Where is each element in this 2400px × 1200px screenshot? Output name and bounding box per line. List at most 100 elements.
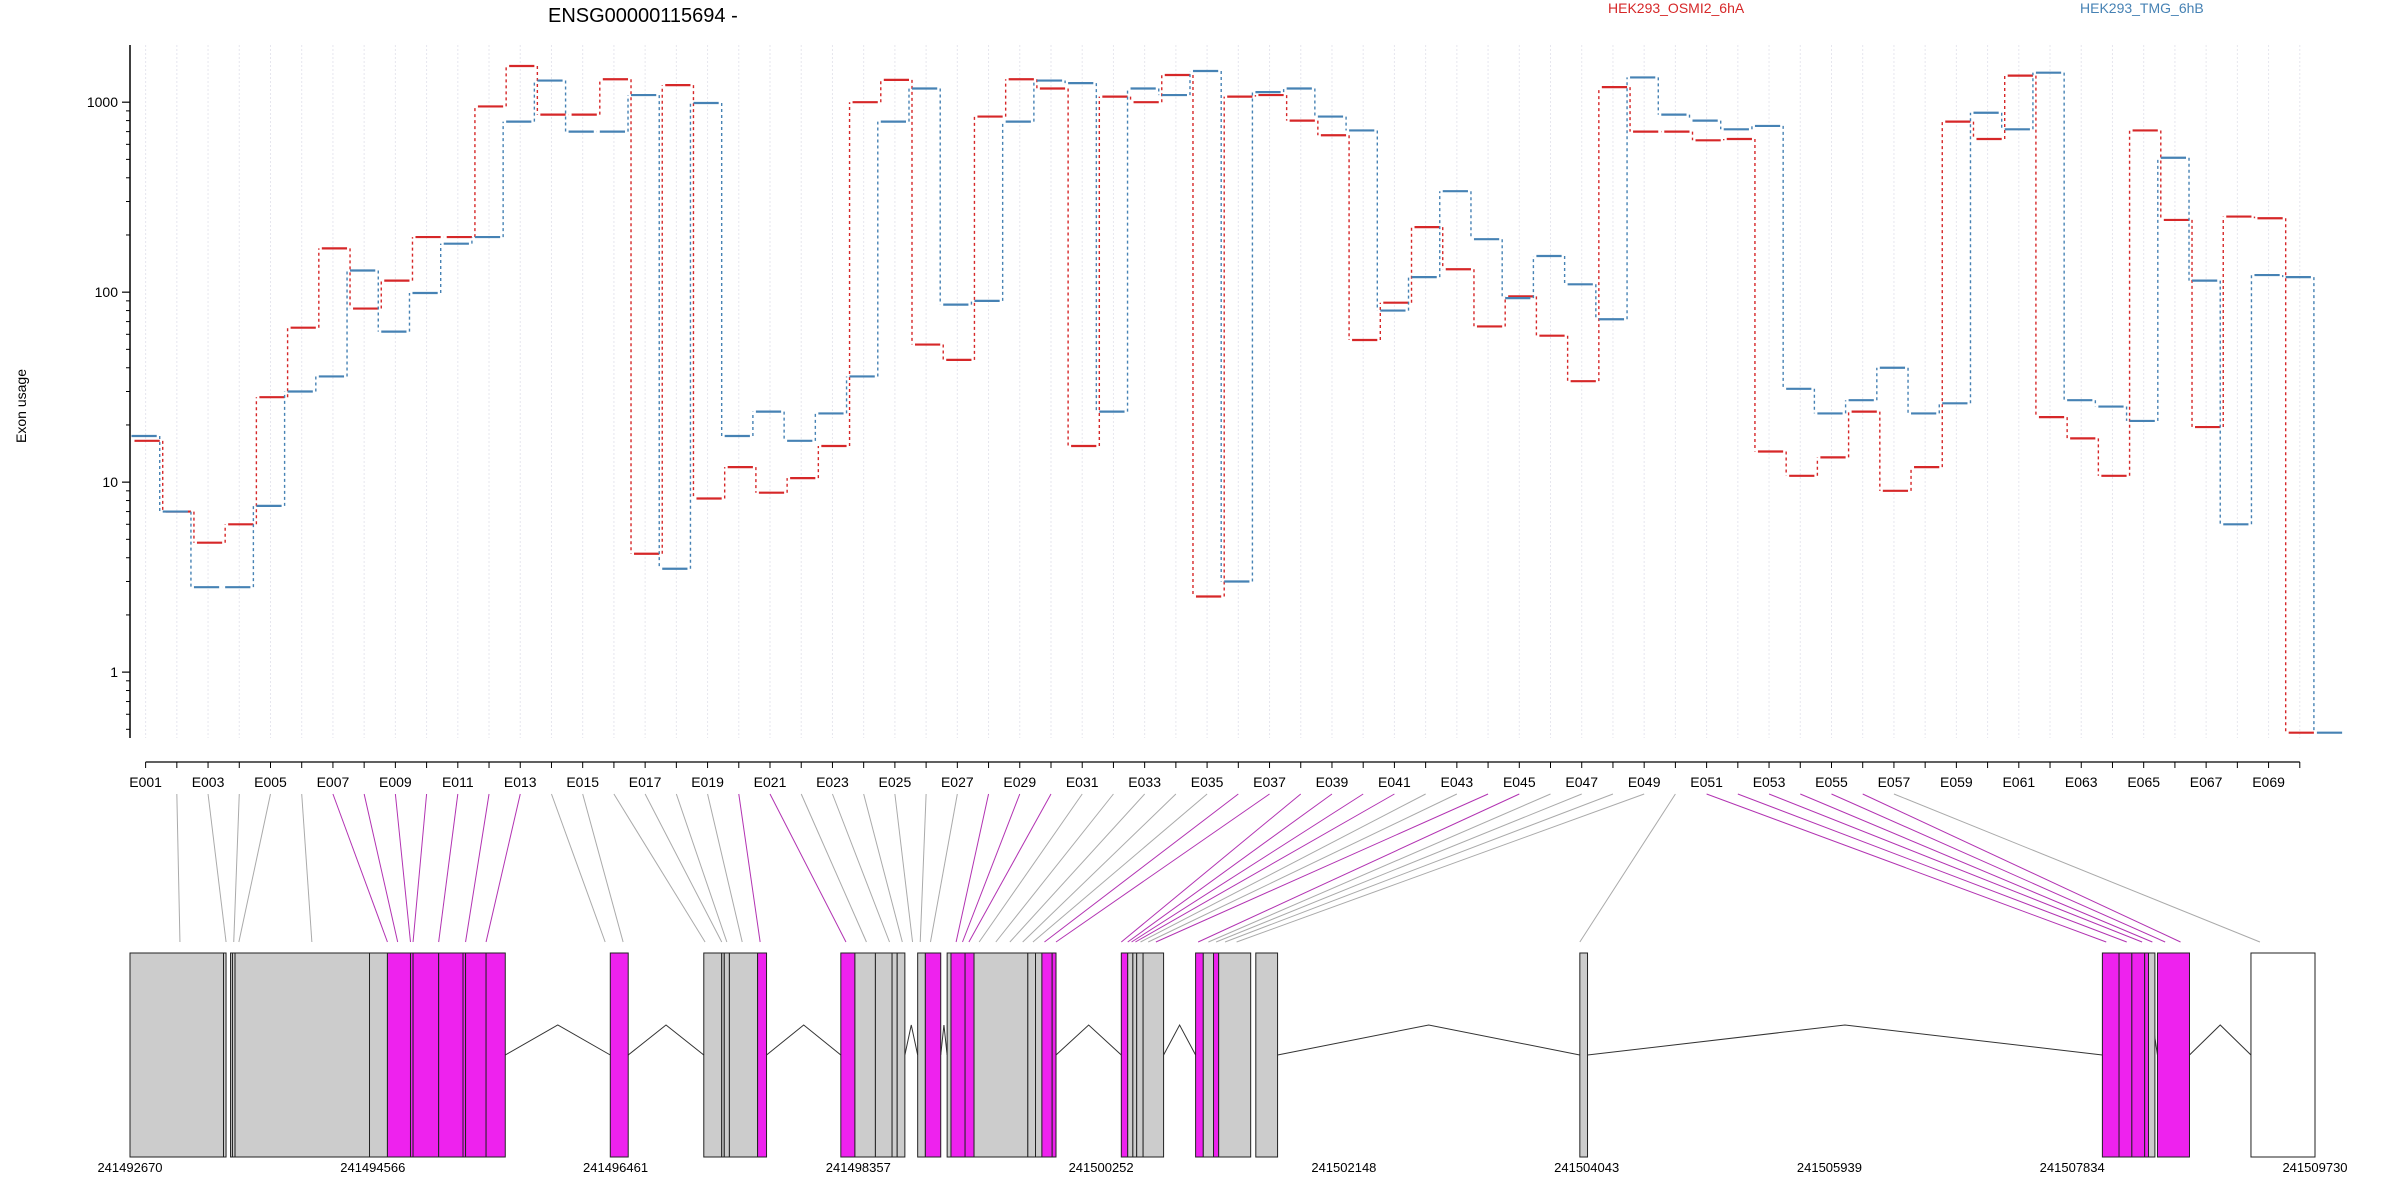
exon-block [874,952,893,1158]
connector-line [1236,793,1645,943]
genomic-coord-label: 241496461 [583,1160,648,1175]
exon-tick-label: E037 [1253,774,1286,790]
intron-line [1163,1023,1197,1056]
exon-block-highlight [412,952,440,1158]
connector-line-highlight [962,793,1021,943]
exon-block [222,952,227,1158]
connector-line-highlight [1131,793,1364,943]
connector-line-highlight [769,793,847,943]
exon-tick-label: E035 [1191,774,1224,790]
genomic-coordinate-axis: 241492670 241494566 241496461 241498357 2415… [97,1160,2347,1175]
exon-block-highlight [840,952,856,1158]
exon-tick-label: E063 [2065,774,2098,790]
exon-block [1136,952,1144,1158]
intron-line [766,1024,842,1056]
connector-line-highlight [1055,793,1270,943]
exon-block-highlight [2101,952,2120,1158]
connector-line [644,793,723,943]
exon-block [1579,952,1589,1158]
exon-block [2250,952,2316,1158]
exon-block [369,952,388,1158]
intron-line [627,1024,705,1056]
exon-block [1218,952,1252,1158]
connector-line-highlight [412,793,428,943]
exon-block [891,952,898,1158]
exon-block-highlight [1051,952,1057,1158]
legend-series-osmi2: HEK293_OSMI2_6hA [1608,0,1745,16]
exon-axis: E001 E003 E005 E007 E009 E011 E013 E015 E017 E019… [129,761,2301,790]
exon-block [728,952,759,1158]
y-axis: 1 10 100 1000 [87,45,131,738]
exon-tick-label: E049 [1628,774,1661,790]
exon-block [1027,952,1037,1158]
exon-tick-label: E019 [691,774,724,790]
exon-tick-label: E011 [442,774,474,790]
exon-block-highlight [386,952,411,1158]
y-tick-label: 100 [95,284,119,300]
connector-line-highlight [394,793,411,943]
genomic-coord-label: 241502148 [1311,1160,1376,1175]
exon-block [1035,952,1043,1158]
connector-line [1147,793,1458,943]
connector-line-highlight [1127,793,1333,943]
connector-line [1579,793,1676,943]
connector-line [1208,793,1551,943]
exon-block-highlight [950,952,966,1158]
exon-tick-label: E045 [1503,774,1536,790]
connector-line [831,793,890,943]
exon-tick-label: E059 [1940,774,1973,790]
exon-tick-label: E023 [816,774,849,790]
connector-line [613,793,706,943]
connector-line-highlight [1135,793,1395,943]
connector-line-highlight [1831,793,2166,943]
exon-tick-label: E025 [879,774,912,790]
exon-block-highlight [609,952,629,1158]
connector-line [800,793,867,943]
exon-block [703,952,723,1158]
exon-block [973,952,1029,1158]
exon-tick-label: E005 [254,774,287,790]
exon-block [854,952,876,1158]
exon-tick-label: E053 [1753,774,1786,790]
exon-tick-label: E051 [1690,774,1723,790]
genomic-coord-label: 241500252 [1069,1160,1134,1175]
exon-block-highlight [2156,952,2190,1158]
connector-line-highlight [1197,793,1520,943]
y-axis-label: Exon usage [13,369,29,443]
exon-block [1255,952,1279,1158]
genomic-coord-label: 241507834 [2040,1160,2105,1175]
connector-line-highlight [1044,793,1239,943]
connector-line [207,793,227,943]
connector-line [978,793,1083,943]
exon-block [234,952,371,1158]
connector-line-highlight [1862,793,2181,943]
genomic-coord-label: 241504043 [1554,1160,1619,1175]
exon-tick-label: E039 [1316,774,1349,790]
exon-tick-label: E003 [192,774,225,790]
intron-line [940,1024,948,1056]
connector-line [707,793,743,943]
y-tick-label: 1 [110,664,118,680]
exon-block [896,952,906,1158]
exon-tick-label: E067 [2190,774,2223,790]
connector-line-highlight [1768,793,2143,943]
connector-line [894,793,914,943]
intron-line [505,1024,611,1056]
connector-line [1032,793,1208,943]
exon-block [917,952,926,1158]
connector-line [1224,793,1614,943]
connector-line [1893,793,2261,943]
exon-block-highlight [1213,952,1220,1158]
exon-connectors [176,793,2261,943]
connector-line [301,793,313,943]
exon-tick-label: E027 [941,774,974,790]
connector-line [238,793,271,943]
connector-line [1215,793,1582,943]
exon-block-highlight [2131,952,2146,1158]
exon-tick-label: E069 [2252,774,2285,790]
y-tick-label: 1000 [87,94,118,110]
exon-tick-label: E015 [566,774,599,790]
exon-block-highlight [438,952,464,1158]
exon-block-highlight [924,952,942,1158]
